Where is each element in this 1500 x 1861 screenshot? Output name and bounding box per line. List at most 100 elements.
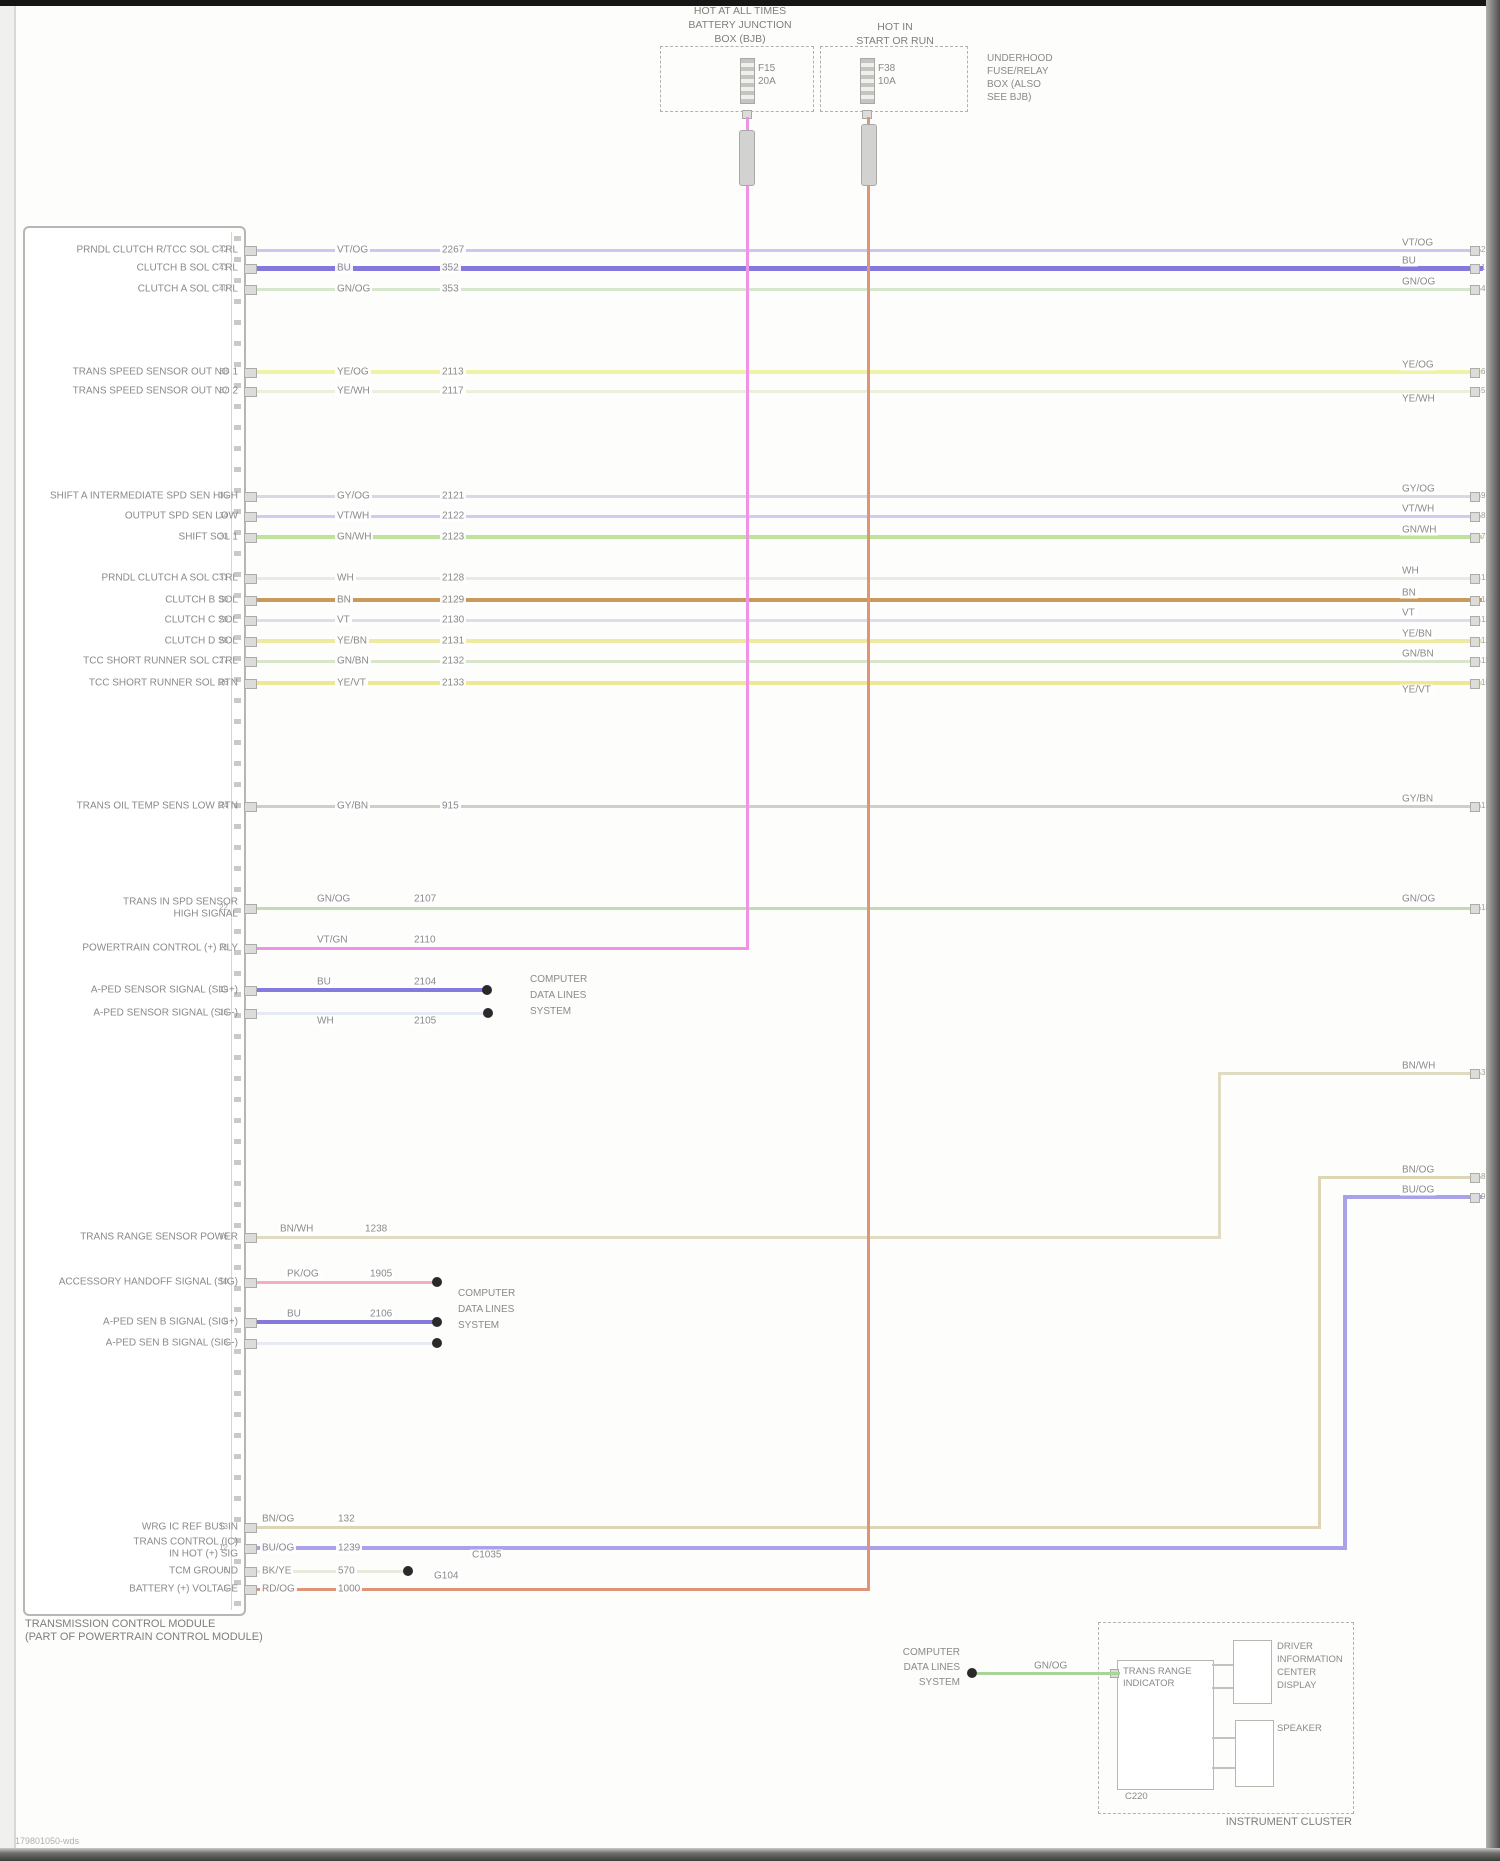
wire-intermediate-speed-high-pin-right: 9 [1481, 491, 1486, 500]
wire-battery-positive-voltage-code-label: RD/OG [260, 1583, 297, 1595]
wire-shift-sol-1-name-label: SHIFT SOL 1 [178, 531, 238, 543]
wire-aped-b-signal-plus-name-label: A-PED SEN B SIGNAL (SIG+) [103, 1316, 238, 1328]
wire-clutch-a-sol-name-label: PRNDL CLUTCH A SOL CTRL [101, 572, 238, 584]
wire-trans-oil-temp-low-pin-right: 17 [1481, 801, 1490, 810]
wire-clutch-c-sol-code-label: 2130 [440, 614, 467, 626]
wire-aped-b-signal-plus-segment [256, 1320, 441, 1324]
wire-ic-hot-signal-segment [1343, 1195, 1482, 1199]
wire-clutch-a-sol-ctrl-edge-stub [1470, 285, 1480, 295]
wire-aped-signal-plus-pin-left: 19 [219, 985, 228, 994]
wire-trans-speed-sensor-1-edge-stub [1470, 368, 1480, 378]
wire-accessory-handoff-signal-code-label: PK/OG [285, 1268, 321, 1280]
cluster-display-box [1233, 1640, 1272, 1704]
tcm-connector-block [23, 226, 246, 1616]
wire-clutch-b-sol-ctrl-tcm-stub [244, 264, 257, 274]
wire-intermediate-speed-high-code-label: 2121 [440, 490, 467, 502]
wire-shift-sol-1-code-label: 2123 [440, 531, 467, 543]
wire-aped-b-signal-plus-code-label: 2106 [368, 1308, 395, 1320]
wire-tcc-sol-ctrl-edge-stub [1470, 657, 1480, 667]
wire-aped-signal-plus-name-label: A-PED SENSOR SIGNAL (SIG+) [90, 984, 238, 996]
wire-shift-sol-1-pin-right: 7 [1481, 532, 1486, 541]
fuse-left-label: F15 20A [758, 62, 776, 88]
wire-battery-positive-voltage-name-label: BATTERY (+) VOLTAGE [129, 1583, 238, 1595]
wire-trans-range-sensor-power-pin-right: 3 [1481, 1068, 1486, 1077]
wire-tcc-sol-ctrl-code-label: GN/BN [1400, 648, 1436, 660]
wire-clutch-d-sol-code-label: 2131 [440, 635, 467, 647]
wire-aped-b-signal-minus-arrow-terminal [432, 1338, 442, 1348]
wire-trans-range-sensor-power-code-label: BN/WH [1400, 1060, 1438, 1072]
wire-clutch-d-sol-code-label: YE/BN [1400, 628, 1435, 640]
wire-trans-speed-sensor-1-pin-right: 6 [1481, 367, 1486, 376]
wire-intermediate-speed-high-name-label: SHIFT A INTERMEDIATE SPD SEN HIGH [50, 490, 238, 502]
fusebox-header-line: BATTERY JUNCTION [688, 19, 792, 31]
wire-powertrain-control-relay-code-label: 2110 [412, 934, 438, 946]
wire-battery-positive-voltage-tcm-stub [244, 1585, 257, 1595]
wire-trans-oil-temp-low-pin-left: 24 [219, 801, 228, 810]
wire-clutch-d-sol-code-label: YE/BN [335, 635, 370, 647]
wire-tcc-sol-ctrl-code-label: 2132 [440, 655, 467, 667]
wire-ic-ref-bus-pin-left: 13 [219, 1522, 228, 1531]
fusebox-right-header-line: START OR RUN [856, 35, 934, 47]
wire-aped-b-signal-minus-tcm-stub [244, 1339, 257, 1349]
wire-aped-signal-minus-tcm-stub [244, 1009, 257, 1019]
wire-ic-hot-signal-name-label: TRANS CONTROL (IC) IN HOT (+) SIG [133, 1536, 238, 1560]
cluster-note-line: COMPUTER [902, 1647, 960, 1658]
wire-trans-speed-sensor-2-code-label: YE/WH [335, 385, 372, 397]
cluster-stub [1212, 1737, 1235, 1739]
wire-input-speed-signal-code-label: 2107 [412, 893, 439, 905]
wire-trans-speed-sensor-2-code-label: YE/WH [1400, 393, 1437, 405]
wire-ic-hot-signal-code-label: BU/OG [1400, 1184, 1437, 1196]
wire-ic-ref-bus-segment [1318, 1175, 1481, 1179]
cluster-note-line: DATA LINES [903, 1662, 960, 1673]
wire-aped-signal-minus-segment [256, 1011, 490, 1015]
wire-trans-clutch-r-tcc-sol-code-label: VT/OG [335, 244, 371, 256]
range-indicator-label: TRANS RANGE INDICATOR [1123, 1666, 1192, 1690]
wire-aped-b-signal-minus-name-label: A-PED SEN B SIGNAL (SIG-) [105, 1337, 238, 1349]
wire-tcc-sol-ctrl-pin-left: 27 [219, 656, 228, 665]
fuse-icon [860, 58, 875, 104]
wire-output-speed-low-code-label: VT/WH [335, 510, 372, 522]
battery-junction-box [660, 46, 814, 112]
wire-aped-signal-plus-tcm-stub [244, 986, 257, 996]
wire-input-speed-signal-name-label: TRANS IN SPD SENSOR HIGH SIGNAL [122, 896, 238, 920]
wire-tcm-ground-code-label: 570 [336, 1565, 357, 1577]
wire-ic-hot-signal-segment [256, 1546, 1347, 1550]
wire-powertrain-control-relay-pin-left: 21 [219, 943, 228, 952]
wire-trans-speed-sensor-1-code-label: 2113 [440, 366, 466, 378]
data-lines-note-2: COMPUTER DATA LINES SYSTEM [458, 1288, 516, 1331]
wire-trans-range-sensor-power-segment [1218, 1071, 1481, 1075]
data-lines-note-1: COMPUTER DATA LINES SYSTEM [530, 974, 588, 1017]
side-note-line: SEE BJB) [987, 92, 1032, 103]
fuse-amps: 10A [878, 76, 896, 87]
wire-aped-signal-minus-arrow-terminal [483, 1008, 493, 1018]
wire-clutch-b-sol-tcm-stub [244, 596, 257, 606]
cluster-stub [1212, 1767, 1235, 1769]
wire-intermediate-speed-high-pin-left: 35 [219, 491, 228, 500]
wire-clutch-d-sol-tcm-stub [244, 637, 257, 647]
cluster-display-line: DRIVER [1277, 1641, 1313, 1652]
wire-tcc-sol-ctrl-name-label: TCC SHORT RUNNER SOL CTRL [83, 655, 238, 667]
wire-input-speed-signal-pin-right: 18 [1481, 903, 1490, 912]
wire-intermediate-speed-high-edge-stub [1470, 492, 1480, 502]
wire-clutch-d-sol-edge-stub [1470, 637, 1480, 647]
fusebox-right-header: HOT IN START OR RUN [822, 20, 968, 48]
wire-trans-speed-sensor-2-name-label: TRANS SPEED SENSOR OUT NO 2 [72, 385, 238, 397]
wire-clutch-b-sol-ctrl-pin-right: 1 [1481, 263, 1486, 272]
wire-trans-speed-sensor-2-code-label: 2117 [440, 385, 466, 397]
wire-clutch-a-sol-code-label: WH [1400, 565, 1421, 577]
wire-trans-clutch-r-tcc-sol-code-label: 2267 [440, 244, 467, 256]
wire-aped-signal-plus-code-label: 2104 [412, 976, 439, 988]
wire-accessory-handoff-signal-name-label: ACCESSORY HANDOFF SIGNAL (SIG) [58, 1276, 238, 1288]
wire-input-speed-signal-code-label: GN/OG [1400, 893, 1438, 905]
fusebox-side-note: UNDERHOOD FUSE/RELAY BOX (ALSO SEE BJB) [987, 52, 1053, 104]
fusebox-right-header-line: HOT IN [877, 21, 913, 33]
wire-clutch-c-sol-pin-right: 13 [1481, 615, 1490, 624]
wire-ic-ref-bus-code-label: BN/OG [1400, 1164, 1437, 1176]
wire-clutch-c-sol-pin-left: 29 [219, 615, 228, 624]
range-indicator-line: TRANS RANGE [1123, 1666, 1192, 1677]
wire-intermediate-speed-high-tcm-stub [244, 492, 257, 502]
wire-clutch-b-sol-code-label: BN [335, 594, 353, 606]
wire-input-speed-signal-edge-stub [1470, 904, 1480, 914]
wire-clutch-a-sol-ctrl-code-label: 353 [440, 283, 461, 295]
wire-trans-speed-sensor-1-pin-left: 38 [219, 367, 228, 376]
